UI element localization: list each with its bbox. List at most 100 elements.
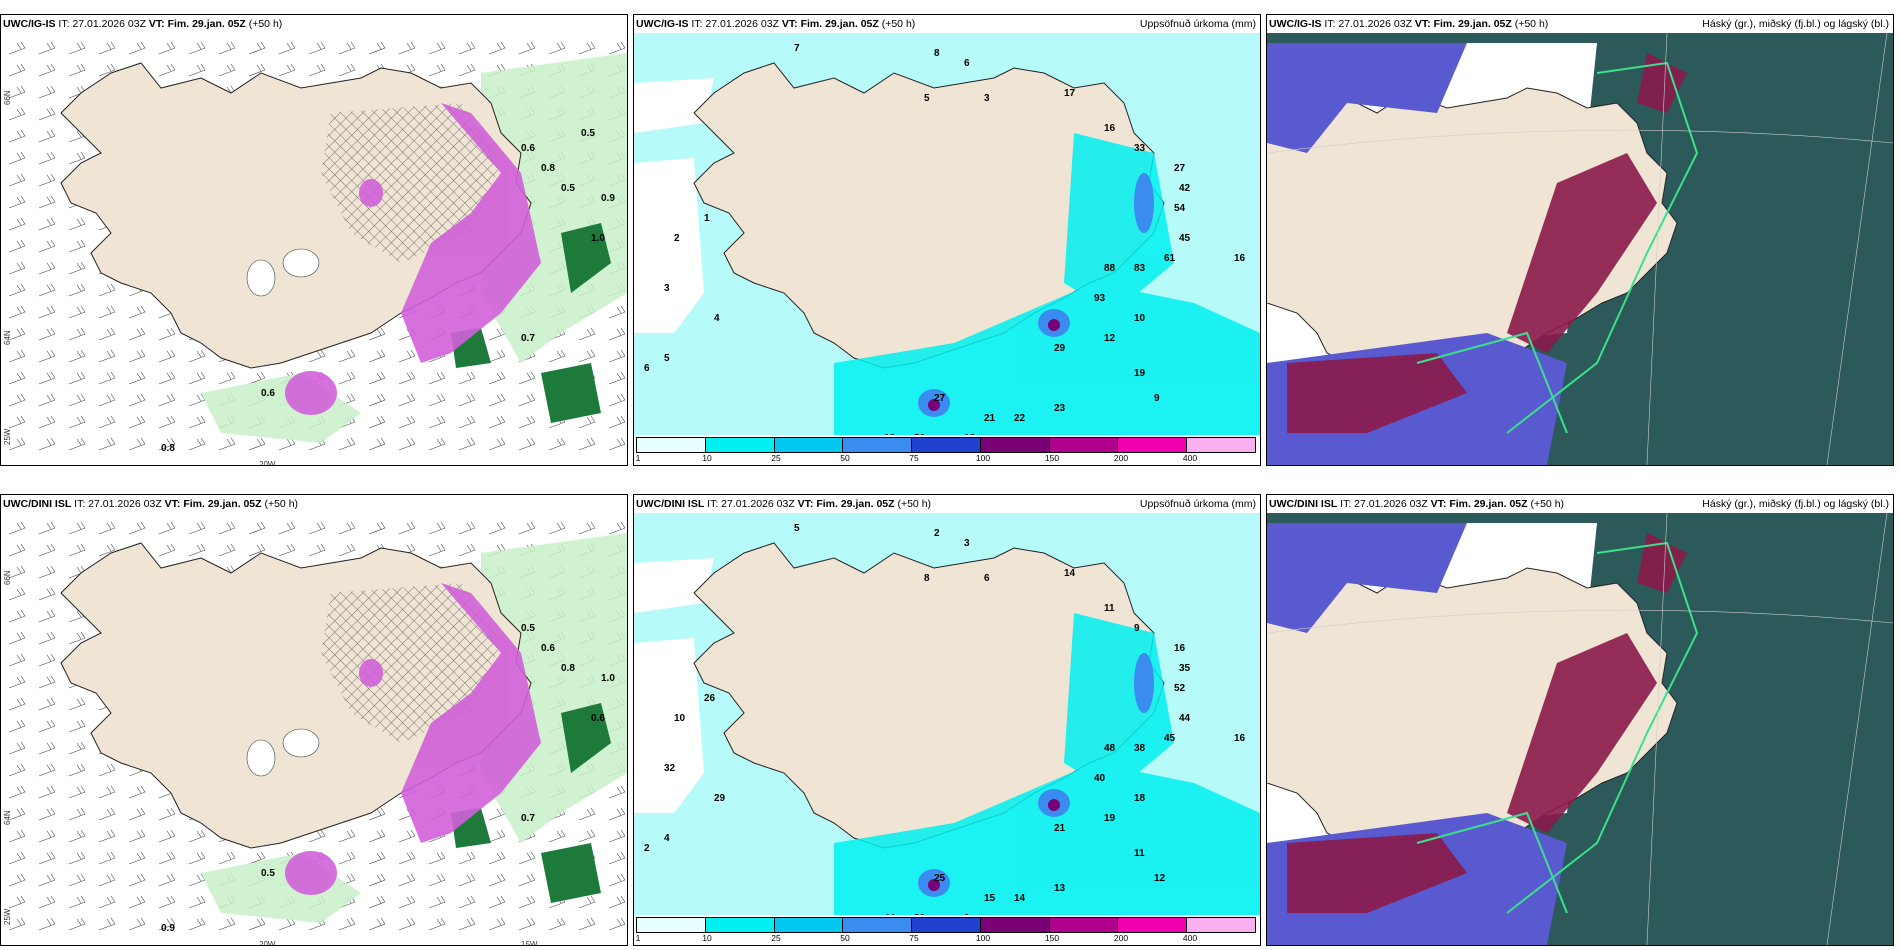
panel-right-title: Háský (gr.), miðský (fj.bl.) og lágský (… [1702,18,1889,30]
value-label: 13 [1054,883,1066,894]
panel-title: UWC/IG-IS IT: 27.01.2026 03Z VT: Fim. 29… [634,15,1260,33]
value-label: 2 [934,528,940,539]
colorbar-swatch [1118,918,1188,932]
value-label: 5 [794,523,800,534]
value-label: 29 [1054,343,1066,354]
value-label: 0.6 [591,713,605,724]
colorbar-label: 25 [771,933,781,943]
panel-igis-precip: UWC/IG-IS IT: 27.01.2026 03Z VT: Fim. 29… [633,14,1261,466]
panel-title: UWC/DINI ISL IT: 27.01.2026 03Z VT: Fim.… [634,495,1260,513]
colorbar-swatch [637,918,706,932]
value-label: 29 [714,793,726,804]
colorbar-swatch [912,918,981,932]
value-label: 1.0 [591,233,605,244]
value-label: 52 [1174,683,1186,694]
value-label: 27 [934,393,946,404]
colorbar-swatch [774,438,844,452]
colorbar-swatch [912,438,981,452]
value-label: 11 [1104,603,1115,614]
value-label: 12 [1154,873,1166,884]
colorbar-swatch [705,438,775,452]
value-label: 8 [934,48,940,59]
axis-label-lat66: 66N [3,570,12,585]
panel-right-title: Uppsöfnuð úrkoma (mm) [1139,498,1256,510]
value-label: 14 [1064,568,1076,579]
axis-label-lon20: 20W [259,460,276,466]
colorbar-swatch [1049,438,1119,452]
precip-max-area [928,799,1060,891]
precip-max-area [928,319,1060,411]
value-label: 0.5 [581,128,595,139]
axis-label-lat64: 64N [3,810,12,825]
value-label: 22 [1014,413,1026,424]
panel-title: UWC/IG-IS IT: 27.01.2026 03Z VT: Fim. 29… [1,15,627,33]
value-label: 0.9 [161,923,175,934]
snow-hatch-area [321,103,501,263]
panel-igis-snow: UWC/IG-IS IT: 27.01.2026 03Z VT: Fim. 29… [0,14,628,466]
panel-igis-clouds: UWC/IG-IS IT: 27.01.2026 03Z VT: Fim. 29… [1266,14,1894,466]
panel-title: UWC/DINI ISL IT: 27.01.2026 03Z VT: Fim.… [1,495,627,513]
value-label: 2 [644,843,650,854]
value-label: 40 [1094,773,1106,784]
map-area [1,33,627,465]
colorbar-swatch [843,438,913,452]
value-label: 3 [664,283,670,294]
value-label: 0.8 [161,443,175,454]
value-label: 21 [984,413,996,424]
colorbar-swatch [1049,918,1119,932]
value-label: 33 [1134,143,1146,154]
snow-hatch-area [321,583,501,743]
value-label: 16 [1104,123,1116,134]
value-label: 4 [714,313,720,324]
value-label: 3 [964,538,970,549]
value-label: 15 [984,893,996,904]
map-area [1,513,627,945]
panel-dini-clouds: UWC/DINI ISL IT: 27.01.2026 03Z VT: Fim.… [1266,494,1894,946]
colorbar-label: 25 [771,453,781,463]
colorbar-label: 10 [702,933,712,943]
value-label: 16 [1234,253,1246,264]
colorbar-swatch [1187,918,1256,932]
colorbar-swatch [705,918,775,932]
value-label: 6 [964,58,970,69]
value-label: 12 [1104,333,1116,344]
value-label: 88 [1104,263,1116,274]
value-label: 4 [664,833,670,844]
value-label: 7 [794,43,800,54]
colorbar-label: 50 [840,453,850,463]
cloud-map-svg [1267,33,1893,465]
colorbar-label: 400 [1182,933,1198,943]
value-label: 17 [1064,88,1076,99]
value-label: 11 [1134,848,1145,859]
panel-right-title: Háský (gr.), miðský (fj.bl.) og lágský (… [1702,498,1889,510]
value-label: 9 [1134,623,1140,634]
value-label: 6 [644,363,650,374]
snow-map-svg [8,521,627,931]
axis-label-lon20: 20W [259,940,276,946]
value-label: 16 [1234,733,1246,744]
value-label: 54 [1174,203,1186,214]
value-label: 10 [1134,313,1146,324]
cloud-graticule [1267,513,1893,945]
precip-map-svg [634,33,1260,465]
snow-magenta-area [285,103,541,415]
colorbar-swatch [1187,438,1256,452]
axis-label-lat64: 64N [3,330,12,345]
colorbar-label: 400 [1182,453,1198,463]
value-label: 45 [1164,733,1176,744]
colorbar-label: 1 [635,933,641,943]
snow-darkgreen-area [451,223,611,423]
colorbar-label: 150 [1044,453,1060,463]
value-label: 3 [984,93,990,104]
cloud-mid-area [1287,53,1687,433]
value-label: 1 [704,213,710,224]
value-label: 21 [1054,823,1066,834]
value-label: 19 [1134,368,1146,379]
value-label: 16 [1174,643,1186,654]
cloud-high-outline [1416,61,1699,434]
colorbar-swatch [637,438,706,452]
value-label: 0.7 [521,333,535,344]
value-label: 0.5 [261,868,275,879]
value-label: 0.6 [541,643,555,654]
value-label: 0.7 [521,813,535,824]
